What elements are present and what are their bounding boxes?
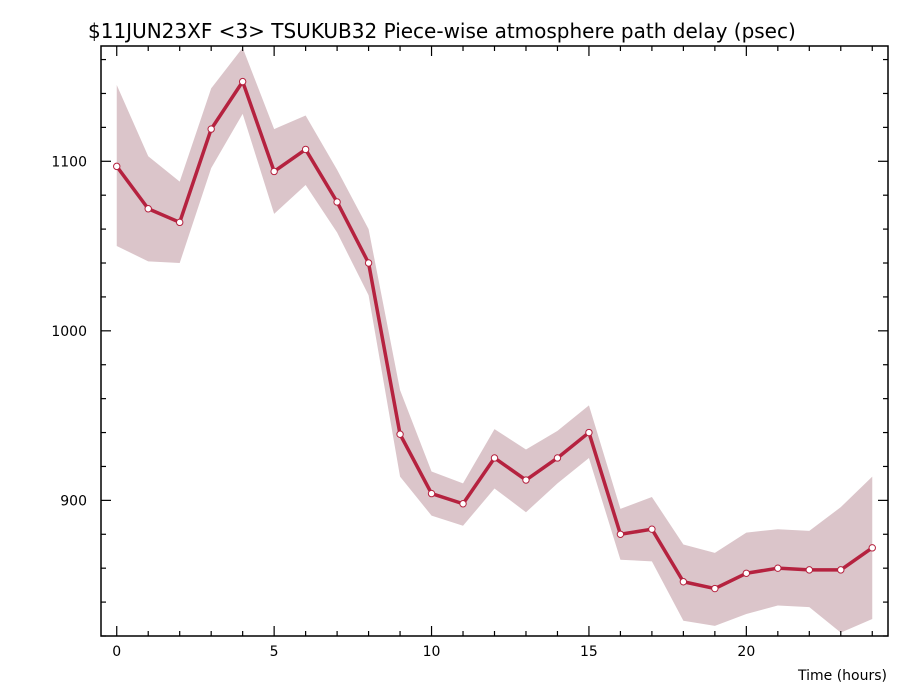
data-point	[742, 569, 751, 577]
chart-title: $11JUN23XF <3> TSUKUB32 Piece-wise atmos…	[88, 19, 796, 43]
data-point	[238, 77, 247, 86]
data-point	[301, 145, 310, 154]
data-point	[396, 430, 404, 438]
data-point	[427, 489, 436, 498]
y-tick-label: 900	[60, 493, 87, 509]
data-point	[805, 566, 813, 574]
data-point	[711, 584, 719, 593]
data-point	[459, 500, 467, 508]
data-point	[616, 530, 625, 538]
x-tick-label: 0	[112, 644, 121, 660]
data-point	[176, 218, 184, 227]
x-ticks: 0 5 10 15 20	[112, 46, 873, 660]
data-point	[522, 476, 530, 484]
data-point	[364, 259, 373, 267]
data-point	[270, 167, 278, 176]
x-tick-label: 15	[580, 644, 598, 660]
data-point	[207, 125, 215, 133]
x-tick-label: 5	[270, 644, 279, 660]
data-point	[553, 454, 562, 462]
plot-area	[113, 47, 876, 633]
data-point	[490, 454, 499, 462]
data-point	[144, 205, 152, 213]
data-point	[333, 198, 341, 206]
data-point	[774, 564, 782, 572]
data-point	[648, 525, 656, 533]
data-point	[585, 428, 593, 437]
uncertainty-band	[116, 47, 873, 633]
x-axis-label: Time (hours)	[797, 668, 887, 684]
y-tick-label: 1100	[51, 154, 87, 170]
data-point	[868, 544, 876, 552]
data-points	[113, 77, 876, 593]
y-tick-label: 1000	[51, 324, 87, 340]
data-point	[679, 578, 688, 586]
data-point	[113, 162, 121, 171]
data-point	[837, 566, 845, 574]
x-tick-label: 20	[737, 644, 755, 660]
x-tick-label: 10	[423, 644, 441, 660]
series-line	[115, 79, 874, 591]
y-ticks: 900 1000 1100	[51, 58, 888, 637]
